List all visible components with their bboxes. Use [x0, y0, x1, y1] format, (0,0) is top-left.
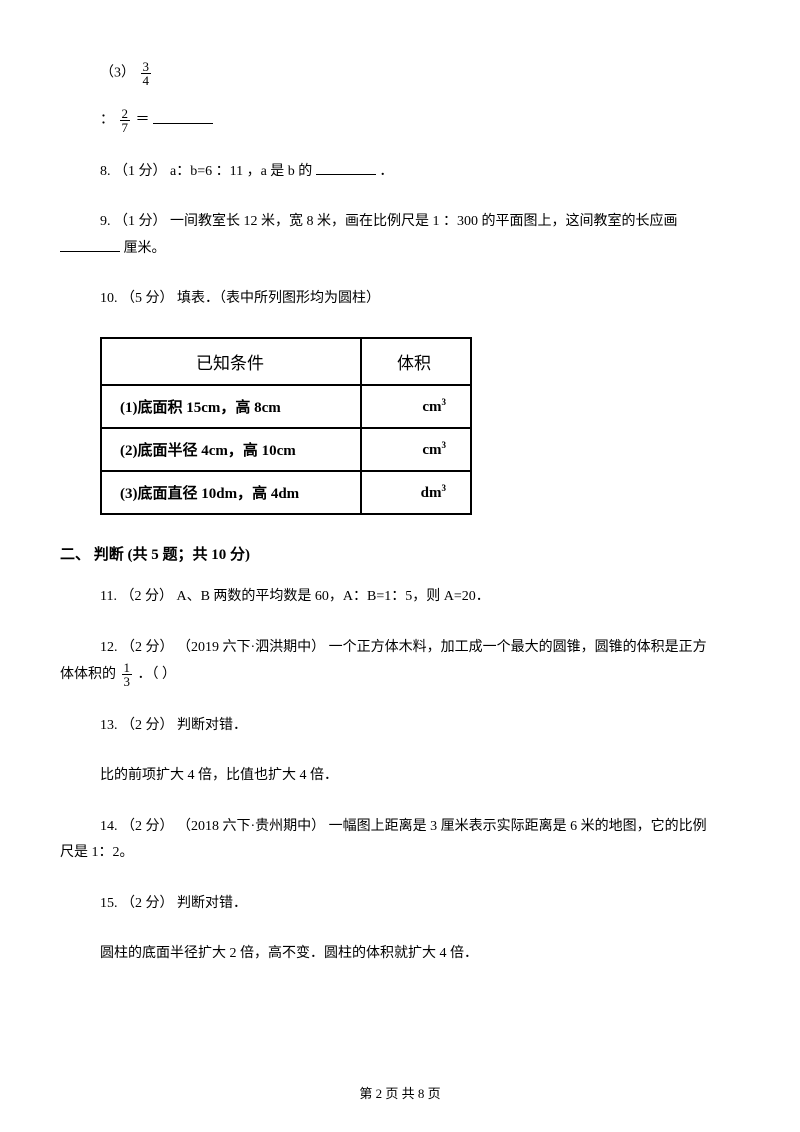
q15-text-a: 15. （2 分） 判断对错． — [100, 896, 247, 911]
frac-den: 4 — [141, 74, 152, 87]
equals: ＝ — [136, 113, 150, 128]
question-13-body: 比的前项扩大 4 倍，比值也扩大 4 倍． — [60, 763, 740, 790]
question-11: 11. （2 分） A、B 两数的平均数是 60，A：B=1：5，则 A=20． — [60, 584, 740, 611]
section-2-title: 二、 判断 (共 5 题；共 10 分) — [60, 543, 740, 564]
sup: 3 — [442, 483, 447, 493]
fraction-1-3: 1 3 — [122, 661, 133, 688]
question-9: 9. （1 分） 一间教室长 12 米，宽 8 米，画在比例尺是 1 ：300 … — [60, 209, 740, 262]
fraction-3-4: 3 4 — [141, 60, 152, 87]
q12-text-c: ．（ ） — [138, 667, 177, 682]
cell-condition: (3)底面直径 10dm，高 4dm — [101, 471, 361, 514]
unit: cm — [422, 399, 441, 415]
blank-answer[interactable] — [316, 161, 376, 175]
q10-text: 10. （5 分） 填表．（表中所列图形均为圆柱） — [100, 291, 380, 306]
question-15-body: 圆柱的底面半径扩大 2 倍，高不变．圆柱的体积就扩大 4 倍． — [60, 941, 740, 968]
question-13: 13. （2 分） 判断对错． — [60, 713, 740, 740]
q12-text-a: 12. （2 分） （2019 六下·泗洪期中） 一个正方体木料，加工成一个最大… — [100, 640, 707, 655]
frac-den: 7 — [120, 121, 131, 134]
sup: 3 — [442, 440, 447, 450]
q14-text-b: 尺是 1：2。 — [60, 845, 134, 860]
cell-condition: (1)底面积 15cm，高 8cm — [101, 385, 361, 428]
q13-text-a: 13. （2 分） 判断对错． — [100, 718, 247, 733]
header-condition: 已知条件 — [101, 338, 361, 385]
cell-condition: (2)底面半径 4cm，高 10cm — [101, 428, 361, 471]
question-8: 8. （1 分） a：b=6 ：11 ，a 是 b 的 ． — [60, 159, 740, 186]
frac-num: 1 — [122, 661, 133, 675]
table-header-row: 已知条件 体积 — [101, 338, 471, 385]
q11-text: 11. （2 分） A、B 两数的平均数是 60，A：B=1：5，则 A=20． — [100, 589, 490, 604]
q9-text-b: 厘米。 — [124, 241, 166, 256]
q15-text-b: 圆柱的底面半径扩大 2 倍，高不变．圆柱的体积就扩大 4 倍． — [100, 946, 478, 961]
q7-part3-line2: ： 2 7 ＝ — [60, 107, 740, 134]
q14-text-a: 14. （2 分） （2018 六下·贵州期中） 一幅图上距离是 3 厘米表示实… — [100, 819, 707, 834]
table-row: (1)底面积 15cm，高 8cm cm3 — [101, 385, 471, 428]
table-row: (3)底面直径 10dm，高 4dm dm3 — [101, 471, 471, 514]
q13-text-b: 比的前项扩大 4 倍，比值也扩大 4 倍． — [100, 768, 338, 783]
header-volume: 体积 — [361, 338, 471, 385]
frac-den: 3 — [122, 675, 133, 688]
cell-volume: dm3 — [361, 471, 471, 514]
cell-volume: cm3 — [361, 428, 471, 471]
q8-text-b: ． — [379, 164, 393, 179]
q7-part3-line1: （3） 3 4 — [60, 60, 740, 87]
colon: ： — [100, 113, 114, 128]
q9-text-a: 9. （1 分） 一间教室长 12 米，宽 8 米，画在比例尺是 1 ：300 … — [100, 214, 678, 229]
frac-num: 3 — [141, 60, 152, 74]
blank-answer[interactable] — [153, 110, 213, 124]
fraction-2-7: 2 7 — [120, 107, 131, 134]
cell-volume: cm3 — [361, 385, 471, 428]
question-15: 15. （2 分） 判断对错． — [60, 891, 740, 918]
frac-num: 2 — [120, 107, 131, 121]
sup: 3 — [442, 397, 447, 407]
table-row: (2)底面半径 4cm，高 10cm cm3 — [101, 428, 471, 471]
question-14: 14. （2 分） （2018 六下·贵州期中） 一幅图上距离是 3 厘米表示实… — [60, 814, 740, 867]
unit: dm — [421, 485, 442, 501]
q8-text-a: 8. （1 分） a：b=6 ：11 ，a 是 b 的 — [100, 164, 316, 179]
page-footer: 第 2 页 共 8 页 — [0, 1083, 800, 1102]
q7-label: （3） — [100, 66, 135, 81]
blank-answer[interactable] — [60, 238, 120, 252]
question-10: 10. （5 分） 填表．（表中所列图形均为圆柱） — [60, 286, 740, 313]
unit: cm — [422, 442, 441, 458]
q10-table: 已知条件 体积 (1)底面积 15cm，高 8cm cm3 (2)底面半径 4c… — [100, 337, 472, 515]
q12-text-b: 体体积的 — [60, 667, 120, 682]
question-12: 12. （2 分） （2019 六下·泗洪期中） 一个正方体木料，加工成一个最大… — [60, 635, 740, 689]
